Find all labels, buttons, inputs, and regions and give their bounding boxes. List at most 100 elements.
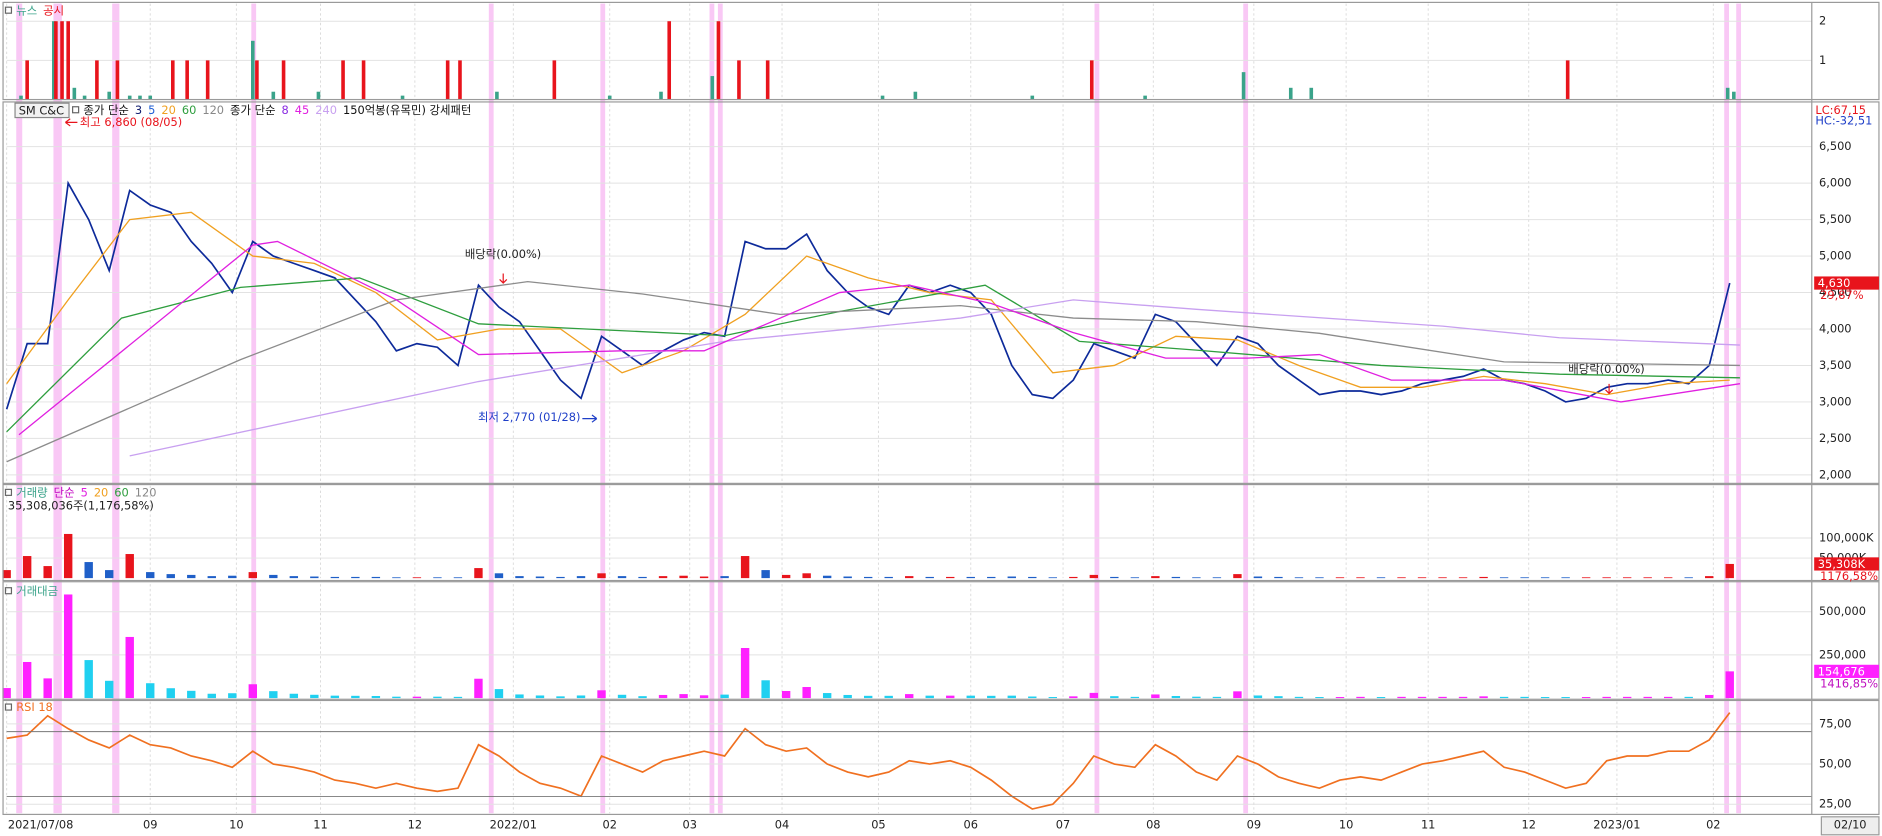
bar [412,577,422,579]
legend-entry: 공시 [43,3,64,17]
bar [710,76,715,100]
bar [228,575,237,579]
bar [1253,695,1263,699]
value-frame [2,581,1880,700]
bar [392,696,401,699]
bar [863,695,873,699]
bar [552,60,557,100]
band [16,3,23,814]
bar [187,690,196,699]
legend-entry: 단순 [54,485,75,499]
legend-entry: 60 [114,485,128,499]
bar [1356,577,1365,579]
ticker-box[interactable] [14,102,70,119]
legend: 종가 단순 3 5 20 60 120 종가 단순 8 45 240 150억봉(유목민) 강세패턴 [72,103,471,117]
bar [1705,576,1714,579]
bar [638,696,647,699]
y-tick-label: 500,000 [1819,604,1866,618]
bar [1151,576,1160,579]
bar [1171,576,1181,579]
bar [843,576,852,579]
bar [248,572,257,579]
bar [125,636,134,699]
bar [1540,697,1550,699]
bar [905,576,914,579]
bar [433,577,442,579]
bar [987,695,996,699]
band [717,3,723,814]
legend-entry: 20 [94,485,108,499]
bar [1376,577,1386,579]
bar [761,570,770,579]
bar [2,688,11,699]
bar [1171,695,1181,699]
band [1724,3,1730,814]
bar [822,575,832,579]
bar [63,533,73,579]
legend: 거래량 단순 5 20 60 120 [4,485,157,499]
x-tick-label: 2022/01 [490,818,537,832]
legend-entry: 150억봉(유목민) 강세패턴 [343,103,471,117]
legend: 뉴스 공시 [4,3,64,17]
bar [1725,563,1734,579]
bar [310,694,319,699]
bar [1581,577,1591,579]
bar [371,695,381,699]
x-tick-label: 09 [1247,818,1261,832]
bar [1028,576,1037,579]
bar [146,683,155,699]
bar [1192,696,1201,699]
bar [1288,87,1293,100]
bar [617,694,627,699]
ticker[interactable]: SM C&C [19,103,64,117]
bar [207,576,216,579]
annotation: 최고 6,860 (08/05) [80,115,182,129]
bar [1294,577,1304,579]
bar [412,696,422,699]
bar [63,594,73,699]
legend-entry: 3 [135,103,142,117]
bar [1438,577,1447,579]
bar [187,574,196,579]
legend-icon [4,488,13,496]
x-tick-label: 02 [602,818,616,832]
bar [1110,696,1119,699]
legend-entry: 8 [282,103,289,117]
legend-entry: 5 [148,103,155,117]
x-tick-label: 06 [964,818,978,832]
bar [54,21,58,100]
bar [316,91,321,100]
bar [576,695,586,699]
rsi-frame [2,699,1880,816]
bar [2,570,11,579]
bar [737,60,741,100]
y-tick-label: 2 [1819,14,1826,28]
bar [884,576,893,579]
bar [1622,577,1632,579]
grid-layer [6,3,1812,814]
bar [905,694,914,699]
bar [658,694,668,699]
bar [1309,87,1314,100]
bar [1233,574,1242,579]
bar [1643,577,1652,579]
bar [115,60,120,100]
x-tick-label: 07 [1056,818,1070,832]
line [6,280,1740,463]
bar [1643,696,1652,699]
bar [1565,60,1570,100]
bar [1143,95,1147,100]
bar [289,576,299,579]
annotation-arrow [1605,383,1614,395]
bar [699,576,709,579]
y-tick-label: 50,00 [1819,757,1852,771]
legend-entry: 20 [161,103,175,117]
bar [1479,696,1488,699]
bar [781,574,791,579]
bar [1732,91,1736,100]
bar [474,678,483,699]
lc-label: LC:67,15 [1815,103,1866,117]
x-tick-label: 12 [408,818,422,832]
bar [392,577,401,579]
